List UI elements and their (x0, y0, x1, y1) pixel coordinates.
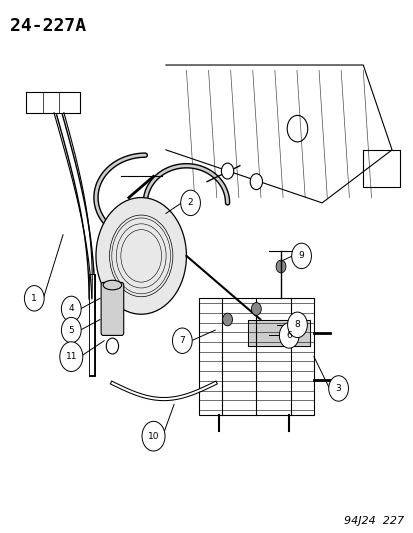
Bar (198, 298, 313, 415)
Circle shape (275, 260, 285, 273)
Text: 2: 2 (187, 198, 193, 207)
Circle shape (328, 376, 348, 401)
Circle shape (172, 328, 192, 353)
Circle shape (221, 163, 233, 179)
Text: 9: 9 (298, 252, 304, 261)
FancyBboxPatch shape (101, 282, 123, 335)
Text: 24-227A: 24-227A (9, 17, 85, 35)
Circle shape (291, 243, 311, 269)
Polygon shape (247, 319, 309, 346)
Text: 94J24  227: 94J24 227 (344, 516, 404, 526)
Circle shape (249, 174, 262, 190)
Polygon shape (362, 150, 399, 187)
Text: 4: 4 (68, 304, 74, 313)
Polygon shape (26, 92, 79, 113)
Text: 8: 8 (294, 320, 299, 329)
Text: 7: 7 (179, 336, 185, 345)
Circle shape (24, 286, 44, 311)
Ellipse shape (103, 280, 121, 290)
Polygon shape (166, 65, 391, 203)
Text: 5: 5 (68, 326, 74, 335)
Circle shape (96, 198, 186, 314)
Text: 6: 6 (286, 331, 292, 340)
Circle shape (61, 317, 81, 343)
Circle shape (142, 421, 165, 451)
Circle shape (106, 338, 118, 354)
Circle shape (287, 312, 306, 337)
Circle shape (222, 313, 232, 326)
Text: 11: 11 (65, 352, 77, 361)
Circle shape (59, 342, 83, 372)
Text: 1: 1 (31, 294, 37, 303)
Circle shape (251, 303, 261, 316)
Text: 10: 10 (147, 432, 159, 441)
Circle shape (180, 190, 200, 216)
Circle shape (279, 322, 298, 348)
Text: 3: 3 (335, 384, 341, 393)
Circle shape (61, 296, 81, 321)
